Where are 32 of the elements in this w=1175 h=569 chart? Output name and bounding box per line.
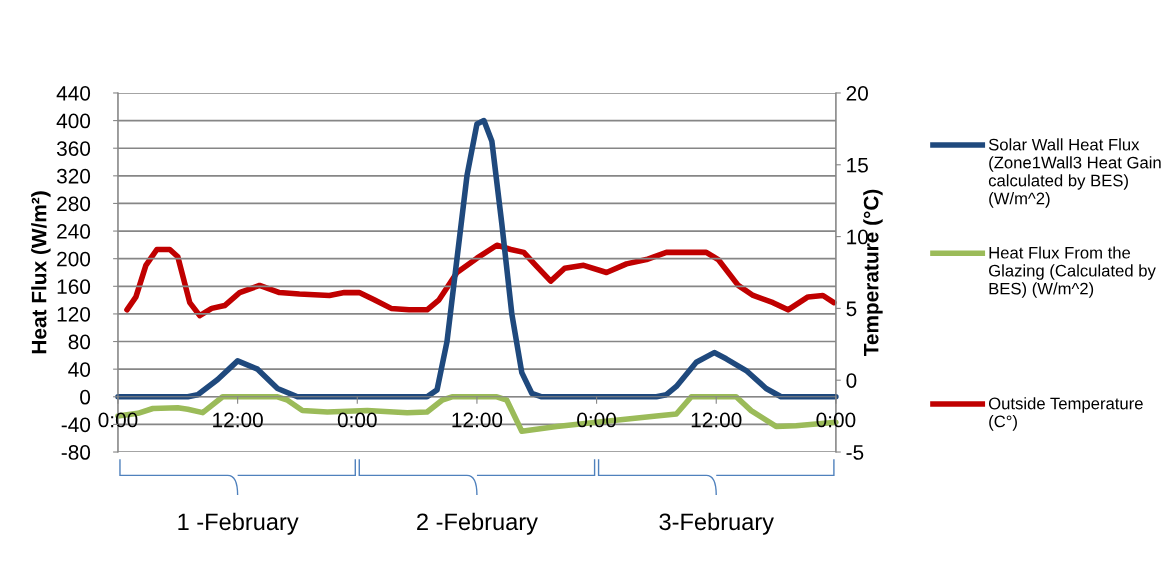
y-tick-label: 80 bbox=[68, 334, 91, 350]
y2-tick-label: 20 bbox=[846, 85, 868, 101]
y-tick-label: 240 bbox=[57, 224, 91, 239]
y-tick-label: 360 bbox=[56, 141, 91, 156]
y2-tick-label: -5 bbox=[846, 445, 864, 460]
text: 3-February bbox=[659, 512, 774, 535]
y2-tick-label: 0 bbox=[846, 373, 857, 388]
y-tick-label: 40 bbox=[68, 362, 91, 377]
y-tick-label: 440 bbox=[56, 85, 91, 101]
x-tick-label: 0:00 bbox=[816, 412, 856, 428]
y-axis-title: Heat Flux (W/m²) bbox=[31, 191, 51, 354]
y-tick-label: 160 bbox=[57, 279, 91, 295]
x-tick-label: 0:00 bbox=[98, 412, 138, 428]
y-tick-label: 200 bbox=[57, 251, 91, 267]
legend-label: Outside Temperature (C°) bbox=[988, 397, 1143, 431]
y2-tick-label: 15 bbox=[847, 158, 868, 173]
x-tick-label: 12:00 bbox=[452, 412, 503, 428]
y-tick-label: -80 bbox=[61, 445, 91, 460]
x-tick-label: 0:00 bbox=[337, 412, 377, 428]
y-tick-label: 280 bbox=[57, 196, 91, 212]
y-tick-label: 400 bbox=[56, 113, 91, 129]
text: 2 -February bbox=[417, 512, 538, 535]
legend-label: Solar Wall Heat Flux (Zone1Wall3 Heat Gain calculated by BES) (W/m^2) bbox=[988, 138, 1161, 208]
text: 1 -February bbox=[178, 512, 299, 535]
y-tick-label: 0 bbox=[80, 389, 91, 405]
x-tick-label: 12:00 bbox=[213, 412, 263, 428]
x-tick-label: 12:00 bbox=[691, 412, 742, 428]
legend-label: Heat Flux From the Glazing (Calculated by BES) (W/m^2) bbox=[989, 246, 1156, 298]
y2-tick-label: 5 bbox=[846, 301, 857, 317]
y-tick-label: 120 bbox=[57, 306, 91, 322]
y-tick-label: -40 bbox=[61, 417, 91, 433]
y-tick-label: 320 bbox=[56, 168, 91, 184]
